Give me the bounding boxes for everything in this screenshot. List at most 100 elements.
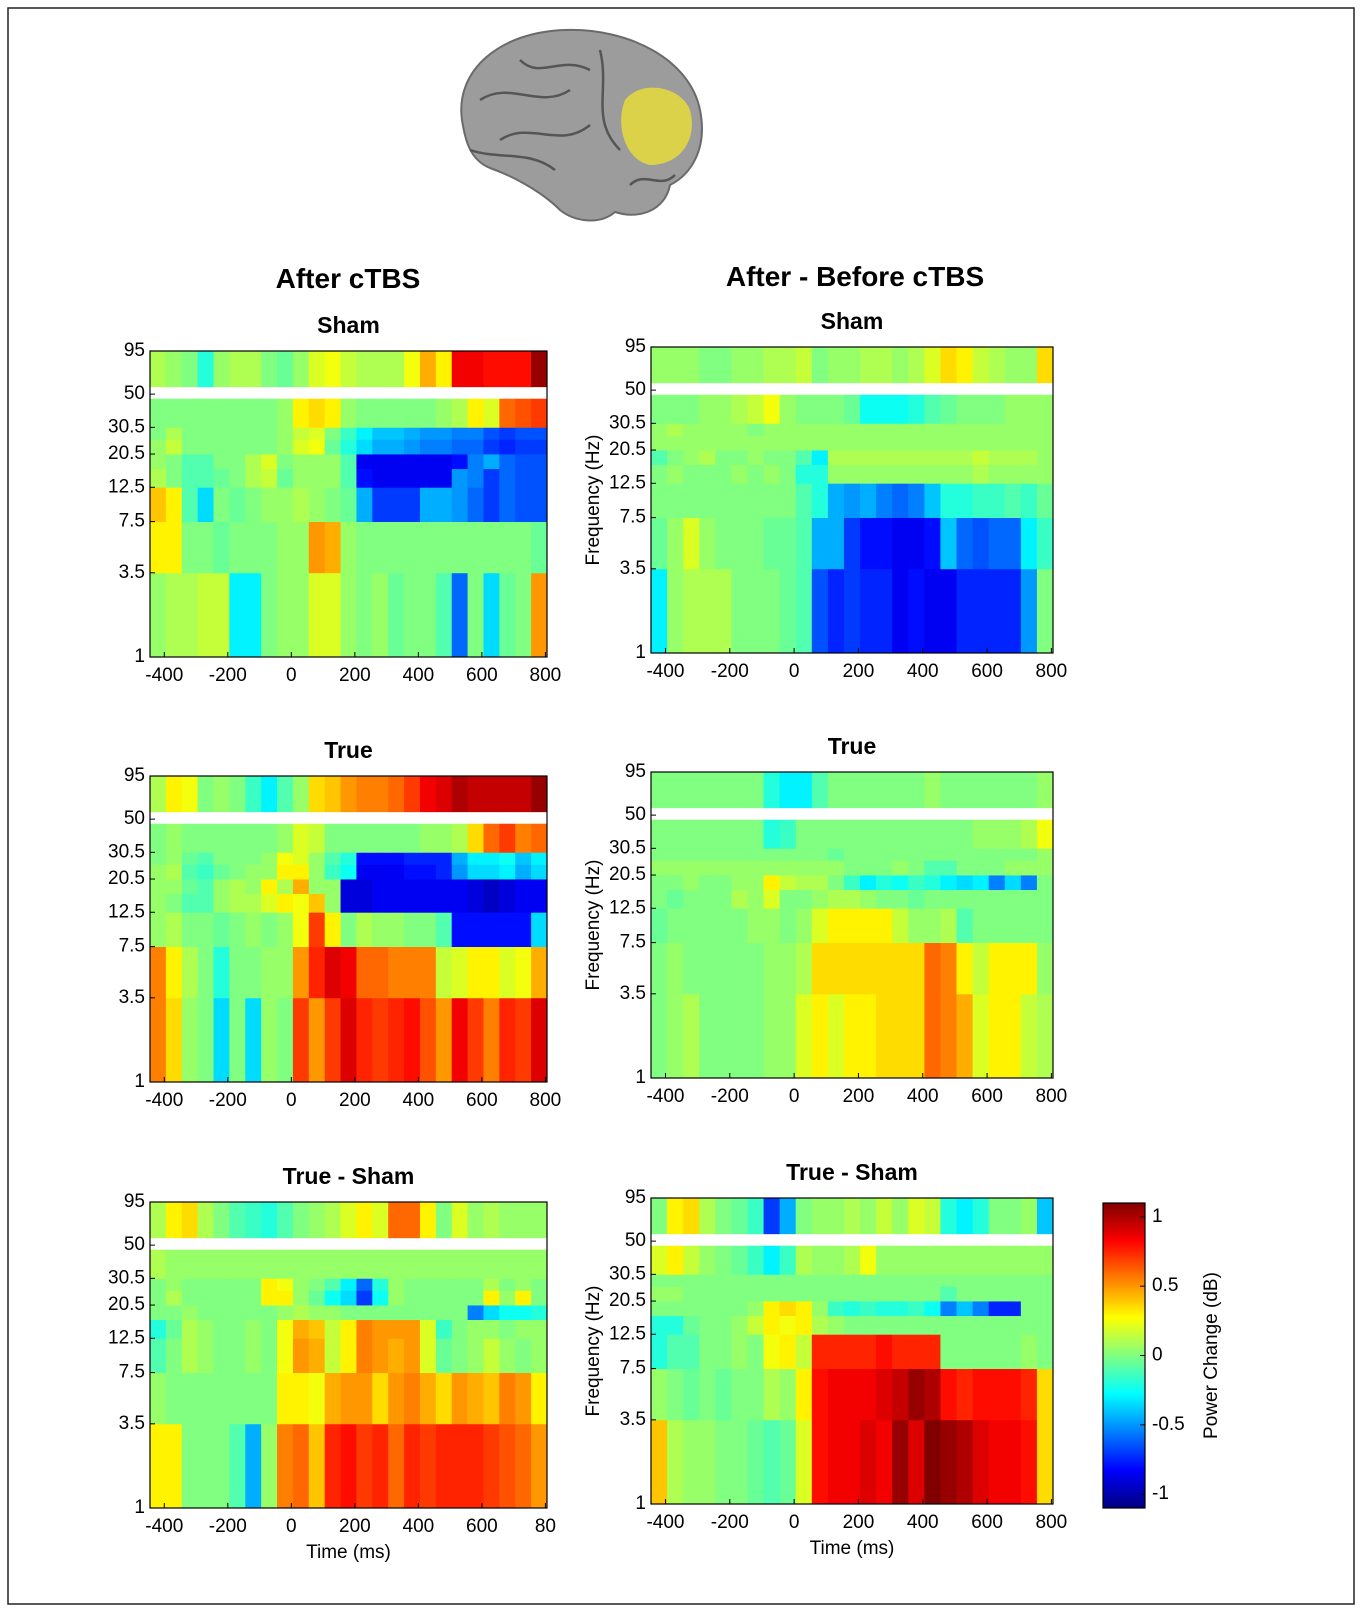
- heatmap-cell: [651, 890, 667, 909]
- heatmap-cell: [876, 1316, 892, 1335]
- heatmap-cell: [261, 522, 277, 574]
- heatmap-cell: [828, 875, 844, 890]
- panel-title: Sham: [821, 308, 884, 334]
- heatmap-cell: [1037, 423, 1053, 435]
- heatmap-cell: [715, 875, 731, 890]
- heatmap-cell: [1037, 848, 1053, 860]
- heatmap-cell: [166, 522, 182, 574]
- heatmap-cell: [924, 435, 940, 450]
- heatmap-cell: [1021, 772, 1037, 808]
- heatmap-cell: [924, 1420, 940, 1505]
- x-tick-label: 0: [789, 1086, 800, 1107]
- heatmap-cell: [483, 1320, 499, 1339]
- heatmap-cell: [844, 1274, 860, 1286]
- heatmap-cell: [182, 427, 198, 439]
- heatmap-cell: [683, 483, 699, 518]
- heatmap-cell: [683, 943, 699, 995]
- heatmap-cell: [245, 399, 261, 428]
- heatmap-cell: [468, 852, 484, 864]
- heatmap-cell: [420, 947, 436, 999]
- heatmap-cell: [468, 912, 484, 947]
- heatmap-cell: [957, 1301, 973, 1316]
- heatmap-cell: [293, 998, 309, 1083]
- heatmap-cell: [651, 1301, 667, 1316]
- x-tick-label: 200: [339, 1516, 371, 1537]
- heatmap-cell: [499, 351, 515, 387]
- heatmap-cell: [198, 1424, 214, 1509]
- heatmap-cell: [229, 399, 245, 428]
- heatmap-cell: [747, 820, 763, 849]
- heatmap-cell: [1037, 347, 1053, 383]
- heatmap-cell: [1037, 772, 1053, 808]
- heatmap-cell: [436, 1278, 452, 1290]
- heatmap-cell: [924, 450, 940, 465]
- heatmap-cell: [973, 1246, 989, 1275]
- heatmap-cell: [860, 450, 876, 465]
- heatmap-cell: [940, 1316, 956, 1335]
- heatmap-cell: [924, 1369, 940, 1421]
- heatmap-cell: [150, 912, 166, 947]
- heatmap-cell: [812, 908, 828, 943]
- heatmap-cell: [404, 522, 420, 574]
- heatmap-cell: [973, 1369, 989, 1421]
- heatmap-cell: [1037, 1316, 1053, 1335]
- heatmap-cell: [812, 1420, 828, 1505]
- heatmap-cell: [812, 395, 828, 424]
- heatmap-cell: [499, 1305, 515, 1320]
- heatmap-cell: [780, 465, 796, 484]
- heatmap-cell: [261, 824, 277, 853]
- heatmap-cell: [892, 860, 908, 875]
- heatmap-cell: [214, 487, 230, 522]
- heatmap-cell: [356, 1373, 372, 1425]
- heatmap-cell: [892, 1246, 908, 1275]
- heatmap-cell: [166, 852, 182, 864]
- heatmap-cell: [483, 864, 499, 879]
- heatmap-cell: [764, 1316, 780, 1335]
- heatmap-cell: [860, 347, 876, 383]
- heatmap-cell: [150, 469, 166, 488]
- heatmap-cell: [860, 1198, 876, 1234]
- heatmap-cell: [667, 820, 683, 849]
- heatmap-cell: [828, 908, 844, 943]
- heatmap-cell: [908, 1420, 924, 1505]
- heatmap-cell: [651, 1274, 667, 1286]
- heatmap-cell: [1005, 1274, 1021, 1286]
- heatmap-cell: [388, 998, 404, 1083]
- heatmap-cell: [214, 351, 230, 387]
- heatmap-cell: [293, 487, 309, 522]
- heatmap-cell: [828, 347, 844, 383]
- heatmap-cell: [341, 998, 357, 1083]
- heatmap-cell: [892, 772, 908, 808]
- heatmap-cell: [261, 1373, 277, 1425]
- heatmap-cell: [876, 820, 892, 849]
- heatmap-cell: [973, 1316, 989, 1335]
- heatmap-cell: [404, 487, 420, 522]
- heatmap-cell: [388, 1305, 404, 1320]
- heatmap-cell: [261, 879, 277, 894]
- heatmap-cell: [796, 848, 812, 860]
- heatmap-cell: [229, 439, 245, 454]
- heatmap-cell: [436, 1373, 452, 1425]
- y-tick-label: 3.5: [119, 1413, 145, 1434]
- heatmap-cell: [973, 908, 989, 943]
- heatmap-cell: [499, 487, 515, 522]
- heatmap-cell: [388, 351, 404, 387]
- heatmap-cell: [372, 1278, 388, 1290]
- heatmap-cell: [483, 427, 499, 439]
- heatmap-cell: [812, 435, 828, 450]
- heatmap-cell: [404, 1373, 420, 1425]
- heatmap-cell: [731, 1246, 747, 1275]
- heatmap-cell: [452, 852, 468, 864]
- heatmap-cell: [780, 875, 796, 890]
- heatmap-cell: [404, 1320, 420, 1339]
- heatmap-cell: [1021, 890, 1037, 909]
- heatmap-cell: [436, 439, 452, 454]
- heatmap-cell: [483, 1305, 499, 1320]
- heatmap-cell: [876, 518, 892, 570]
- heatmap-cell: [309, 864, 325, 879]
- heatmap-cell: [828, 483, 844, 518]
- heatmap-cell: [198, 1290, 214, 1305]
- heatmap-cell: [436, 947, 452, 999]
- heatmap-cell: [1021, 1369, 1037, 1421]
- heatmap-cell: [876, 423, 892, 435]
